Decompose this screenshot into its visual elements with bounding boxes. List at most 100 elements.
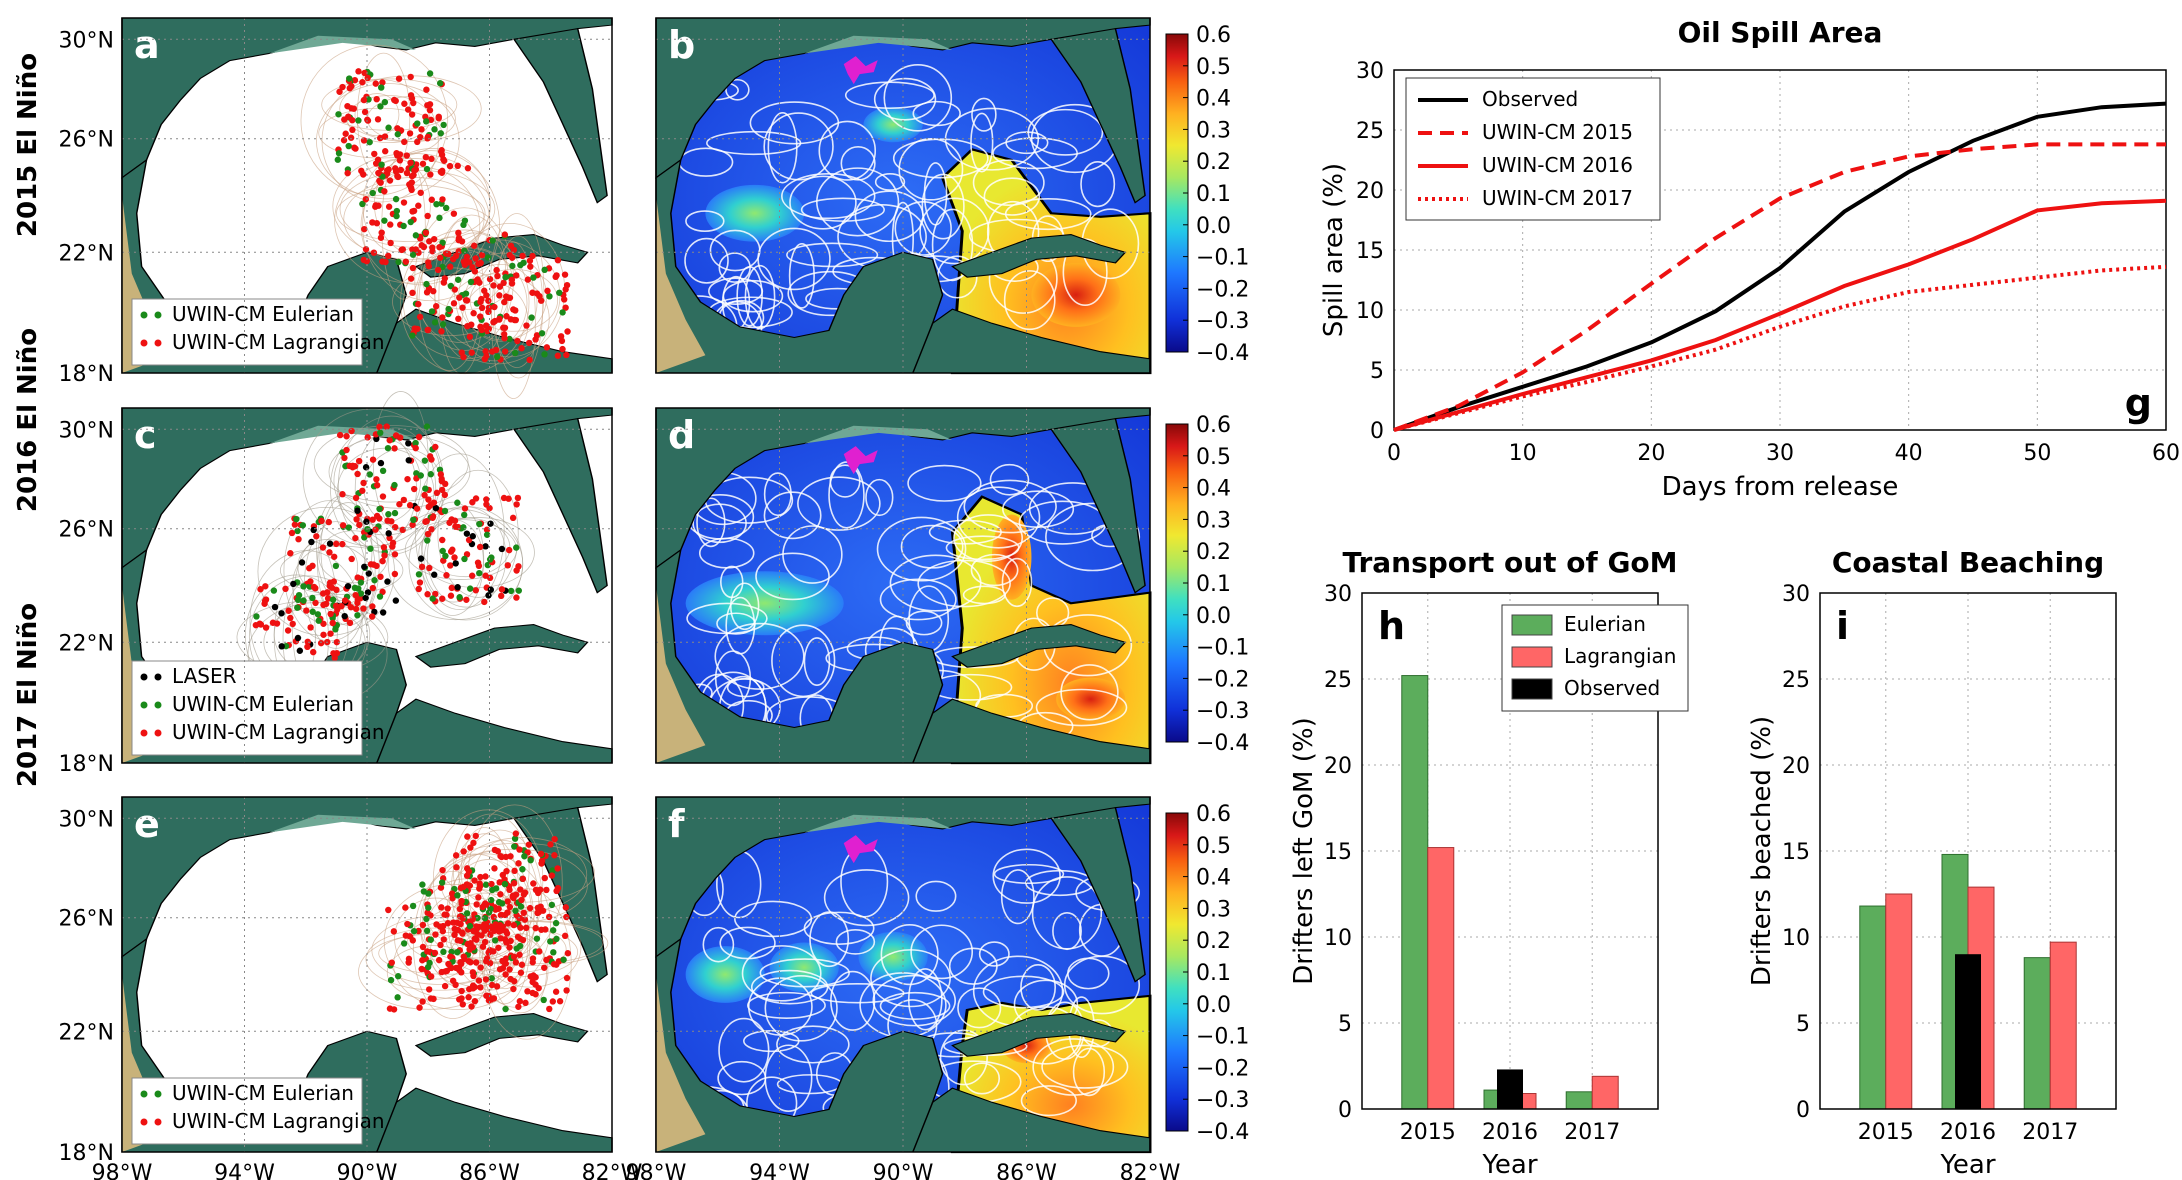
drifter-dot xyxy=(377,103,384,110)
streamline xyxy=(800,197,885,222)
drifter-dot xyxy=(375,202,382,209)
colorbar-tick-label: 0.0 xyxy=(1196,993,1231,1018)
drifter-dot xyxy=(454,892,461,899)
streamline xyxy=(978,941,1010,967)
streamline xyxy=(1001,557,1033,608)
drifter-dot xyxy=(369,584,377,592)
streamline xyxy=(684,237,729,284)
legend-label: UWIN-CM Lagrangian xyxy=(172,330,385,354)
streamline xyxy=(706,130,802,156)
drifter-dot xyxy=(527,856,534,864)
drifter-dot xyxy=(497,852,504,860)
chart-i-ytick-5: 5 xyxy=(1796,1012,1810,1037)
drifter-dot xyxy=(474,276,481,283)
drifter-dot xyxy=(443,572,450,579)
drifter-dot xyxy=(510,921,518,929)
drifter-dot xyxy=(404,106,412,113)
chart-h-legend-label-2: Lagrangian xyxy=(1564,644,1676,668)
streamline xyxy=(797,476,881,531)
drifter-dot xyxy=(378,84,385,91)
drifter-dot xyxy=(424,212,431,220)
drifter-dot xyxy=(431,126,438,133)
drifter-dot xyxy=(426,564,433,572)
drifter-dot xyxy=(460,848,467,855)
drifter-dot xyxy=(362,196,370,203)
drifter-dot xyxy=(350,105,358,112)
drifter-dot xyxy=(543,956,550,964)
drifter-dot xyxy=(317,639,325,647)
drifter-dot xyxy=(343,433,350,440)
chart-g-xtick-30: 30 xyxy=(1766,441,1794,466)
drifter-dot xyxy=(408,111,416,118)
drifter-dot xyxy=(376,423,383,431)
streamline xyxy=(865,478,894,517)
streamline xyxy=(953,514,1024,562)
drifter-dot xyxy=(451,286,459,293)
drifter-dot xyxy=(560,296,568,303)
chart-g-ytick-15: 15 xyxy=(1356,239,1384,264)
ssh-panel-f-land-cuba xyxy=(951,1013,1127,1057)
streamline xyxy=(1000,869,1035,925)
drifter-dot xyxy=(423,289,431,296)
chart-g-xtick-60: 60 xyxy=(2152,441,2180,466)
chart-h-bar-lagrangian-2017 xyxy=(1591,1075,1619,1110)
drifter-dot xyxy=(530,274,537,281)
drifter-dot xyxy=(378,229,385,236)
streamline xyxy=(915,880,957,912)
drifter-dot xyxy=(507,853,514,860)
drifter-dot xyxy=(438,968,445,976)
drifter-dot xyxy=(407,275,415,282)
drifter-dot xyxy=(412,444,419,452)
drifter-dot xyxy=(392,597,400,604)
trajectory-panel-a-lat-tick-3: 18°N xyxy=(59,362,114,387)
drifter-dot xyxy=(437,884,445,891)
streamline xyxy=(939,1029,988,1086)
drifter-dot xyxy=(327,630,334,637)
drifter-dot xyxy=(556,998,564,1005)
drifter-dot xyxy=(433,200,440,208)
drifter-dot xyxy=(515,860,522,867)
drifter-dot xyxy=(457,920,464,928)
drifter-dot xyxy=(379,467,387,475)
drifter-dot xyxy=(428,526,435,533)
drifter-dot xyxy=(402,904,409,911)
drifter-dot xyxy=(455,229,462,237)
drifter-dot xyxy=(342,130,349,137)
drifter-dot xyxy=(455,315,462,323)
drifter-dot xyxy=(336,88,343,95)
drifter-dot xyxy=(456,996,463,1003)
drifter-dot xyxy=(383,423,390,430)
ssh-panel-f-land-florida xyxy=(1050,807,1146,983)
chart-h-ytick-20: 20 xyxy=(1324,754,1352,779)
drifter-dot xyxy=(284,627,292,634)
drifter-dot xyxy=(344,169,351,177)
trajectory-line xyxy=(362,150,500,302)
colorbar-tick-label: −0.4 xyxy=(1196,1120,1249,1145)
chart-g-ytick-5: 5 xyxy=(1370,359,1384,384)
streamline xyxy=(907,464,982,502)
streamline xyxy=(912,100,961,127)
drifter-dot xyxy=(381,98,389,106)
drifter-dot xyxy=(433,489,441,497)
streamline xyxy=(1020,964,1056,1011)
drifter-dot xyxy=(252,621,260,629)
drifter-dot xyxy=(498,586,506,593)
drifter-dot xyxy=(511,867,518,875)
drifter-dot xyxy=(354,612,361,619)
drifter-dot xyxy=(513,594,520,601)
drifter-dot xyxy=(503,939,510,946)
drifter-dot xyxy=(517,969,525,976)
drifter-dot xyxy=(360,605,367,612)
chart-g-letter: g xyxy=(2125,381,2152,425)
legend-marker xyxy=(154,1090,162,1098)
drifter-dot xyxy=(334,156,342,163)
streamline xyxy=(928,519,1002,545)
drifter-dot xyxy=(307,578,314,585)
chart-g-legend-label-3: UWIN-CM 2016 xyxy=(1482,153,1633,177)
drifter-dot xyxy=(423,517,430,525)
streamline xyxy=(809,911,850,968)
trajectory-line xyxy=(489,213,545,369)
trajectory-panel-e-lon-tick-0: 98°W xyxy=(92,1161,153,1180)
drifter-dot xyxy=(399,246,407,253)
ssh-panel-d-land-florida xyxy=(1050,418,1146,594)
